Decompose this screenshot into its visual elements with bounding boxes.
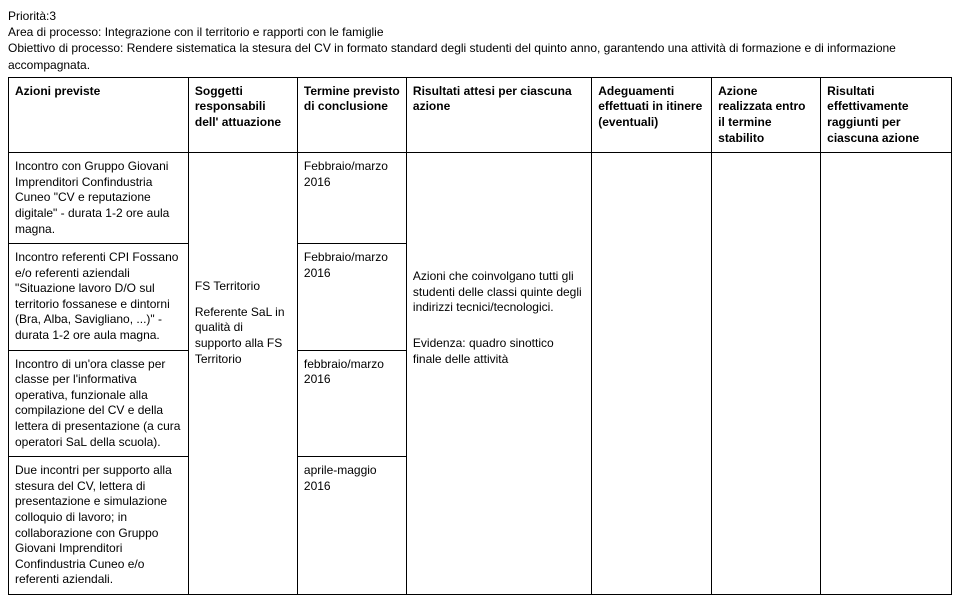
header-priority: Priorità:3	[8, 8, 952, 24]
cell-termine: aprile-maggio 2016	[297, 457, 406, 595]
col-header-adeguamenti: Adeguamenti effettuati in itinere (event…	[592, 77, 712, 152]
cell-termine: febbraio/marzo 2016	[297, 350, 406, 457]
cell-risultati-attesi-merged: Azioni che coinvolgano tutti gli student…	[406, 153, 591, 595]
cell-termine: Febbraio/marzo 2016	[297, 244, 406, 351]
soggetti-fs: FS Territorio	[195, 279, 291, 295]
col-header-azione-real: Azione realizzata entro il termine stabi…	[712, 77, 821, 152]
col-header-soggetti: Soggetti responsabili dell' attuazione	[188, 77, 297, 152]
table-header-row: Azioni previste Soggetti responsabili de…	[9, 77, 952, 152]
table-row: Incontro con Gruppo Giovani Imprenditori…	[9, 153, 952, 244]
cell-soggetti-merged: FS Territorio Referente SaL in qualità d…	[188, 153, 297, 595]
cell-azione: Incontro con Gruppo Giovani Imprenditori…	[9, 153, 189, 244]
col-header-termine: Termine previsto di conclusione	[297, 77, 406, 152]
cell-azione-real-merged	[712, 153, 821, 595]
soggetti-referente: Referente SaL in qualità di supporto all…	[195, 305, 291, 367]
cell-termine: Febbraio/marzo 2016	[297, 153, 406, 244]
cell-azione: Incontro di un'ora classe per classe per…	[9, 350, 189, 457]
risultati-attesi-text2: Evidenza: quadro sinottico finale delle …	[413, 336, 585, 367]
document-header: Priorità:3 Area di processo: Integrazion…	[8, 8, 952, 73]
cell-azione: Incontro referenti CPI Fossano e/o refer…	[9, 244, 189, 351]
header-area: Area di processo: Integrazione con il te…	[8, 24, 952, 40]
cell-adeguamenti-merged	[592, 153, 712, 595]
risultati-attesi-text1: Azioni che coinvolgano tutti gli student…	[413, 269, 585, 316]
process-table: Azioni previste Soggetti responsabili de…	[8, 77, 952, 595]
col-header-risultati-eff: Risultati effettivamente raggiunti per c…	[821, 77, 952, 152]
header-objective: Obiettivo di processo: Rendere sistemati…	[8, 40, 952, 72]
col-header-azioni: Azioni previste	[9, 77, 189, 152]
cell-risultati-eff-merged	[821, 153, 952, 595]
cell-azione: Due incontri per supporto alla stesura d…	[9, 457, 189, 595]
col-header-risultati-attesi: Risultati attesi per ciascuna azione	[406, 77, 591, 152]
